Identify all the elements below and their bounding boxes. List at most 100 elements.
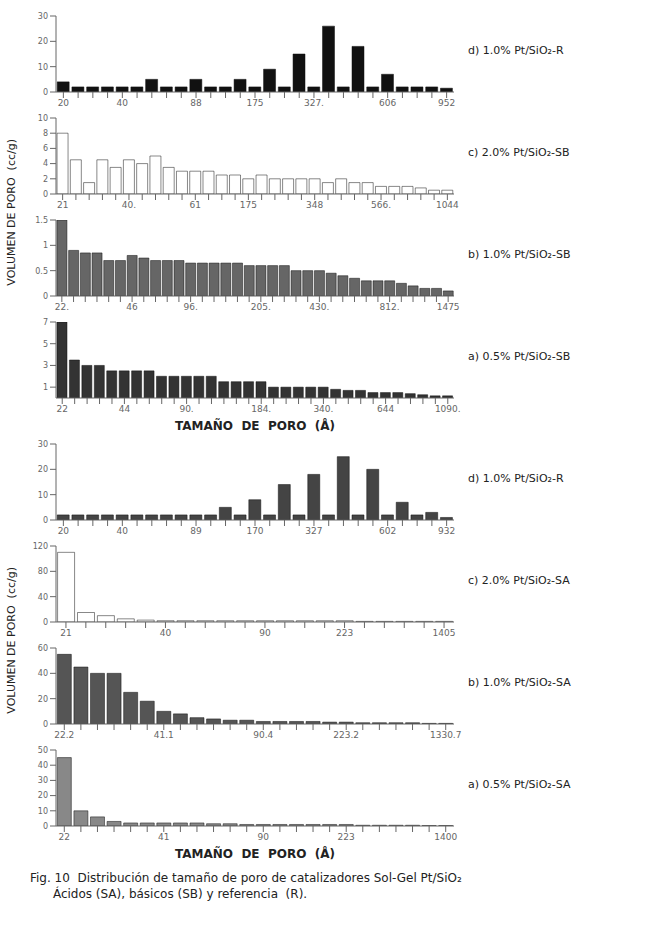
svg-text:0: 0	[43, 88, 48, 97]
svg-text:20: 20	[38, 37, 48, 46]
svg-text:90.: 90.	[179, 404, 193, 414]
svg-text:20: 20	[58, 526, 70, 536]
svg-text:1.5: 1.5	[35, 216, 48, 225]
svg-text:932: 932	[438, 526, 455, 536]
html-text:d) 1.0% Pt/SiO₂-R: d) 1.0% Pt/SiO₂-R	[468, 43, 564, 57]
svg-text:0: 0	[43, 822, 48, 831]
svg-text:340.: 340.	[313, 404, 333, 414]
svg-text:327: 327	[305, 526, 322, 536]
svg-text:96.: 96.	[183, 302, 197, 312]
svg-text:40: 40	[38, 593, 48, 602]
svg-text:0: 0	[43, 720, 48, 729]
svg-text:22: 22	[56, 404, 67, 414]
svg-text:90: 90	[259, 628, 271, 638]
svg-text:430.: 430.	[309, 302, 329, 312]
svg-text:8: 8	[43, 129, 48, 138]
svg-text:40: 40	[38, 761, 48, 770]
html-text:VOLUMEN DE PORO (cc/g): VOLUMEN DE PORO (cc/g)	[4, 138, 18, 286]
svg-text:10: 10	[38, 63, 48, 72]
svg-text:175: 175	[246, 98, 263, 108]
svg-text:20: 20	[38, 791, 48, 800]
html-text:c) 2.0% Pt/SiO₂-SB: c) 2.0% Pt/SiO₂-SB	[468, 145, 570, 159]
svg-text:205.: 205.	[251, 302, 271, 312]
svg-text:223: 223	[336, 628, 353, 638]
svg-text:30: 30	[38, 776, 48, 785]
svg-text:20: 20	[38, 465, 48, 474]
svg-text:1475: 1475	[437, 302, 460, 312]
svg-text:40: 40	[117, 98, 129, 108]
svg-text:40.: 40.	[122, 200, 136, 210]
svg-text:0: 0	[43, 190, 48, 199]
svg-text:21: 21	[60, 628, 71, 638]
svg-text:1400: 1400	[434, 832, 457, 842]
html-text:TAMAÑO DE PORO (Å): TAMAÑO DE PORO (Å)	[175, 847, 335, 861]
svg-text:602: 602	[379, 526, 396, 536]
svg-text:46: 46	[126, 302, 138, 312]
svg-text:40: 40	[117, 526, 129, 536]
svg-text:6: 6	[43, 144, 48, 153]
svg-text:10: 10	[38, 114, 48, 123]
svg-text:22: 22	[59, 832, 70, 842]
svg-text:90: 90	[258, 832, 270, 842]
svg-text:41.1: 41.1	[154, 730, 174, 740]
svg-text:4: 4	[43, 159, 48, 168]
svg-text:22.2: 22.2	[54, 730, 74, 740]
svg-text:40: 40	[38, 669, 48, 678]
html-text:b) 1.0% Pt/SiO₂-SA: b) 1.0% Pt/SiO₂-SA	[468, 675, 571, 689]
svg-text:0: 0	[43, 618, 48, 627]
svg-text:22.: 22.	[55, 302, 69, 312]
svg-text:120: 120	[33, 542, 48, 551]
svg-text:40: 40	[160, 628, 172, 638]
svg-text:952: 952	[438, 98, 455, 108]
svg-text:60: 60	[38, 644, 48, 653]
html-text:a) 0.5% Pt/SiO₂-SA: a) 0.5% Pt/SiO₂-SA	[468, 777, 571, 791]
svg-text:50: 50	[38, 746, 48, 755]
svg-text:0: 0	[43, 292, 48, 301]
svg-text:184.: 184.	[251, 404, 271, 414]
svg-text:10: 10	[38, 807, 48, 816]
html-text:VOLUMEN DE PORO (cc/g): VOLUMEN DE PORO (cc/g)	[4, 566, 18, 714]
svg-text:5: 5	[43, 340, 48, 349]
html-text:Fig. 10 Distribución de tamaño: Fig. 10 Distribución de tamaño de poro d…	[30, 871, 462, 885]
svg-text:1: 1	[43, 241, 48, 250]
html-text:TAMAÑO DE PORO (Å): TAMAÑO DE PORO (Å)	[175, 419, 335, 433]
svg-text:1: 1	[43, 383, 48, 392]
svg-text:21: 21	[57, 200, 68, 210]
svg-text:1044: 1044	[436, 200, 459, 210]
svg-text:175: 175	[240, 200, 257, 210]
svg-text:2: 2	[43, 175, 48, 184]
svg-text:223: 223	[338, 832, 355, 842]
svg-text:80: 80	[38, 567, 48, 576]
svg-text:1090.: 1090.	[435, 404, 461, 414]
svg-text:30: 30	[38, 440, 48, 449]
svg-text:566.: 566.	[371, 200, 391, 210]
svg-text:1405: 1405	[433, 628, 456, 638]
html-text:Ácidos (SA), básicos (SB) y re: Ácidos (SA), básicos (SB) y referencia (…	[30, 887, 308, 901]
html-text:c) 2.0% Pt/SiO₂-SA: c) 2.0% Pt/SiO₂-SA	[468, 573, 570, 587]
svg-text:644: 644	[377, 404, 394, 414]
svg-text:1330.7: 1330.7	[430, 730, 462, 740]
svg-text:90.4: 90.4	[253, 730, 273, 740]
svg-text:10: 10	[38, 491, 48, 500]
svg-text:348: 348	[306, 200, 323, 210]
svg-text:223.2: 223.2	[333, 730, 359, 740]
svg-text:44: 44	[119, 404, 131, 414]
html-text:b) 1.0% Pt/SiO₂-SB: b) 1.0% Pt/SiO₂-SB	[468, 247, 571, 261]
svg-text:170: 170	[246, 526, 263, 536]
svg-text:0.5: 0.5	[35, 267, 48, 276]
svg-text:327.: 327.	[304, 98, 324, 108]
svg-text:61: 61	[190, 200, 201, 210]
svg-text:41: 41	[158, 832, 169, 842]
svg-text:3: 3	[43, 361, 48, 370]
svg-text:30: 30	[38, 12, 48, 21]
svg-text:89: 89	[190, 526, 202, 536]
svg-text:7: 7	[43, 318, 48, 327]
svg-text:20: 20	[58, 98, 70, 108]
svg-text:88: 88	[190, 98, 202, 108]
svg-text:606: 606	[379, 98, 396, 108]
svg-text:20: 20	[38, 695, 48, 704]
svg-text:0: 0	[43, 516, 48, 525]
svg-text:812.: 812.	[380, 302, 400, 312]
html-text:a) 0.5% Pt/SiO₂-SB: a) 0.5% Pt/SiO₂-SB	[468, 349, 571, 363]
html-text:d) 1.0% Pt/SiO₂-R: d) 1.0% Pt/SiO₂-R	[468, 471, 564, 485]
